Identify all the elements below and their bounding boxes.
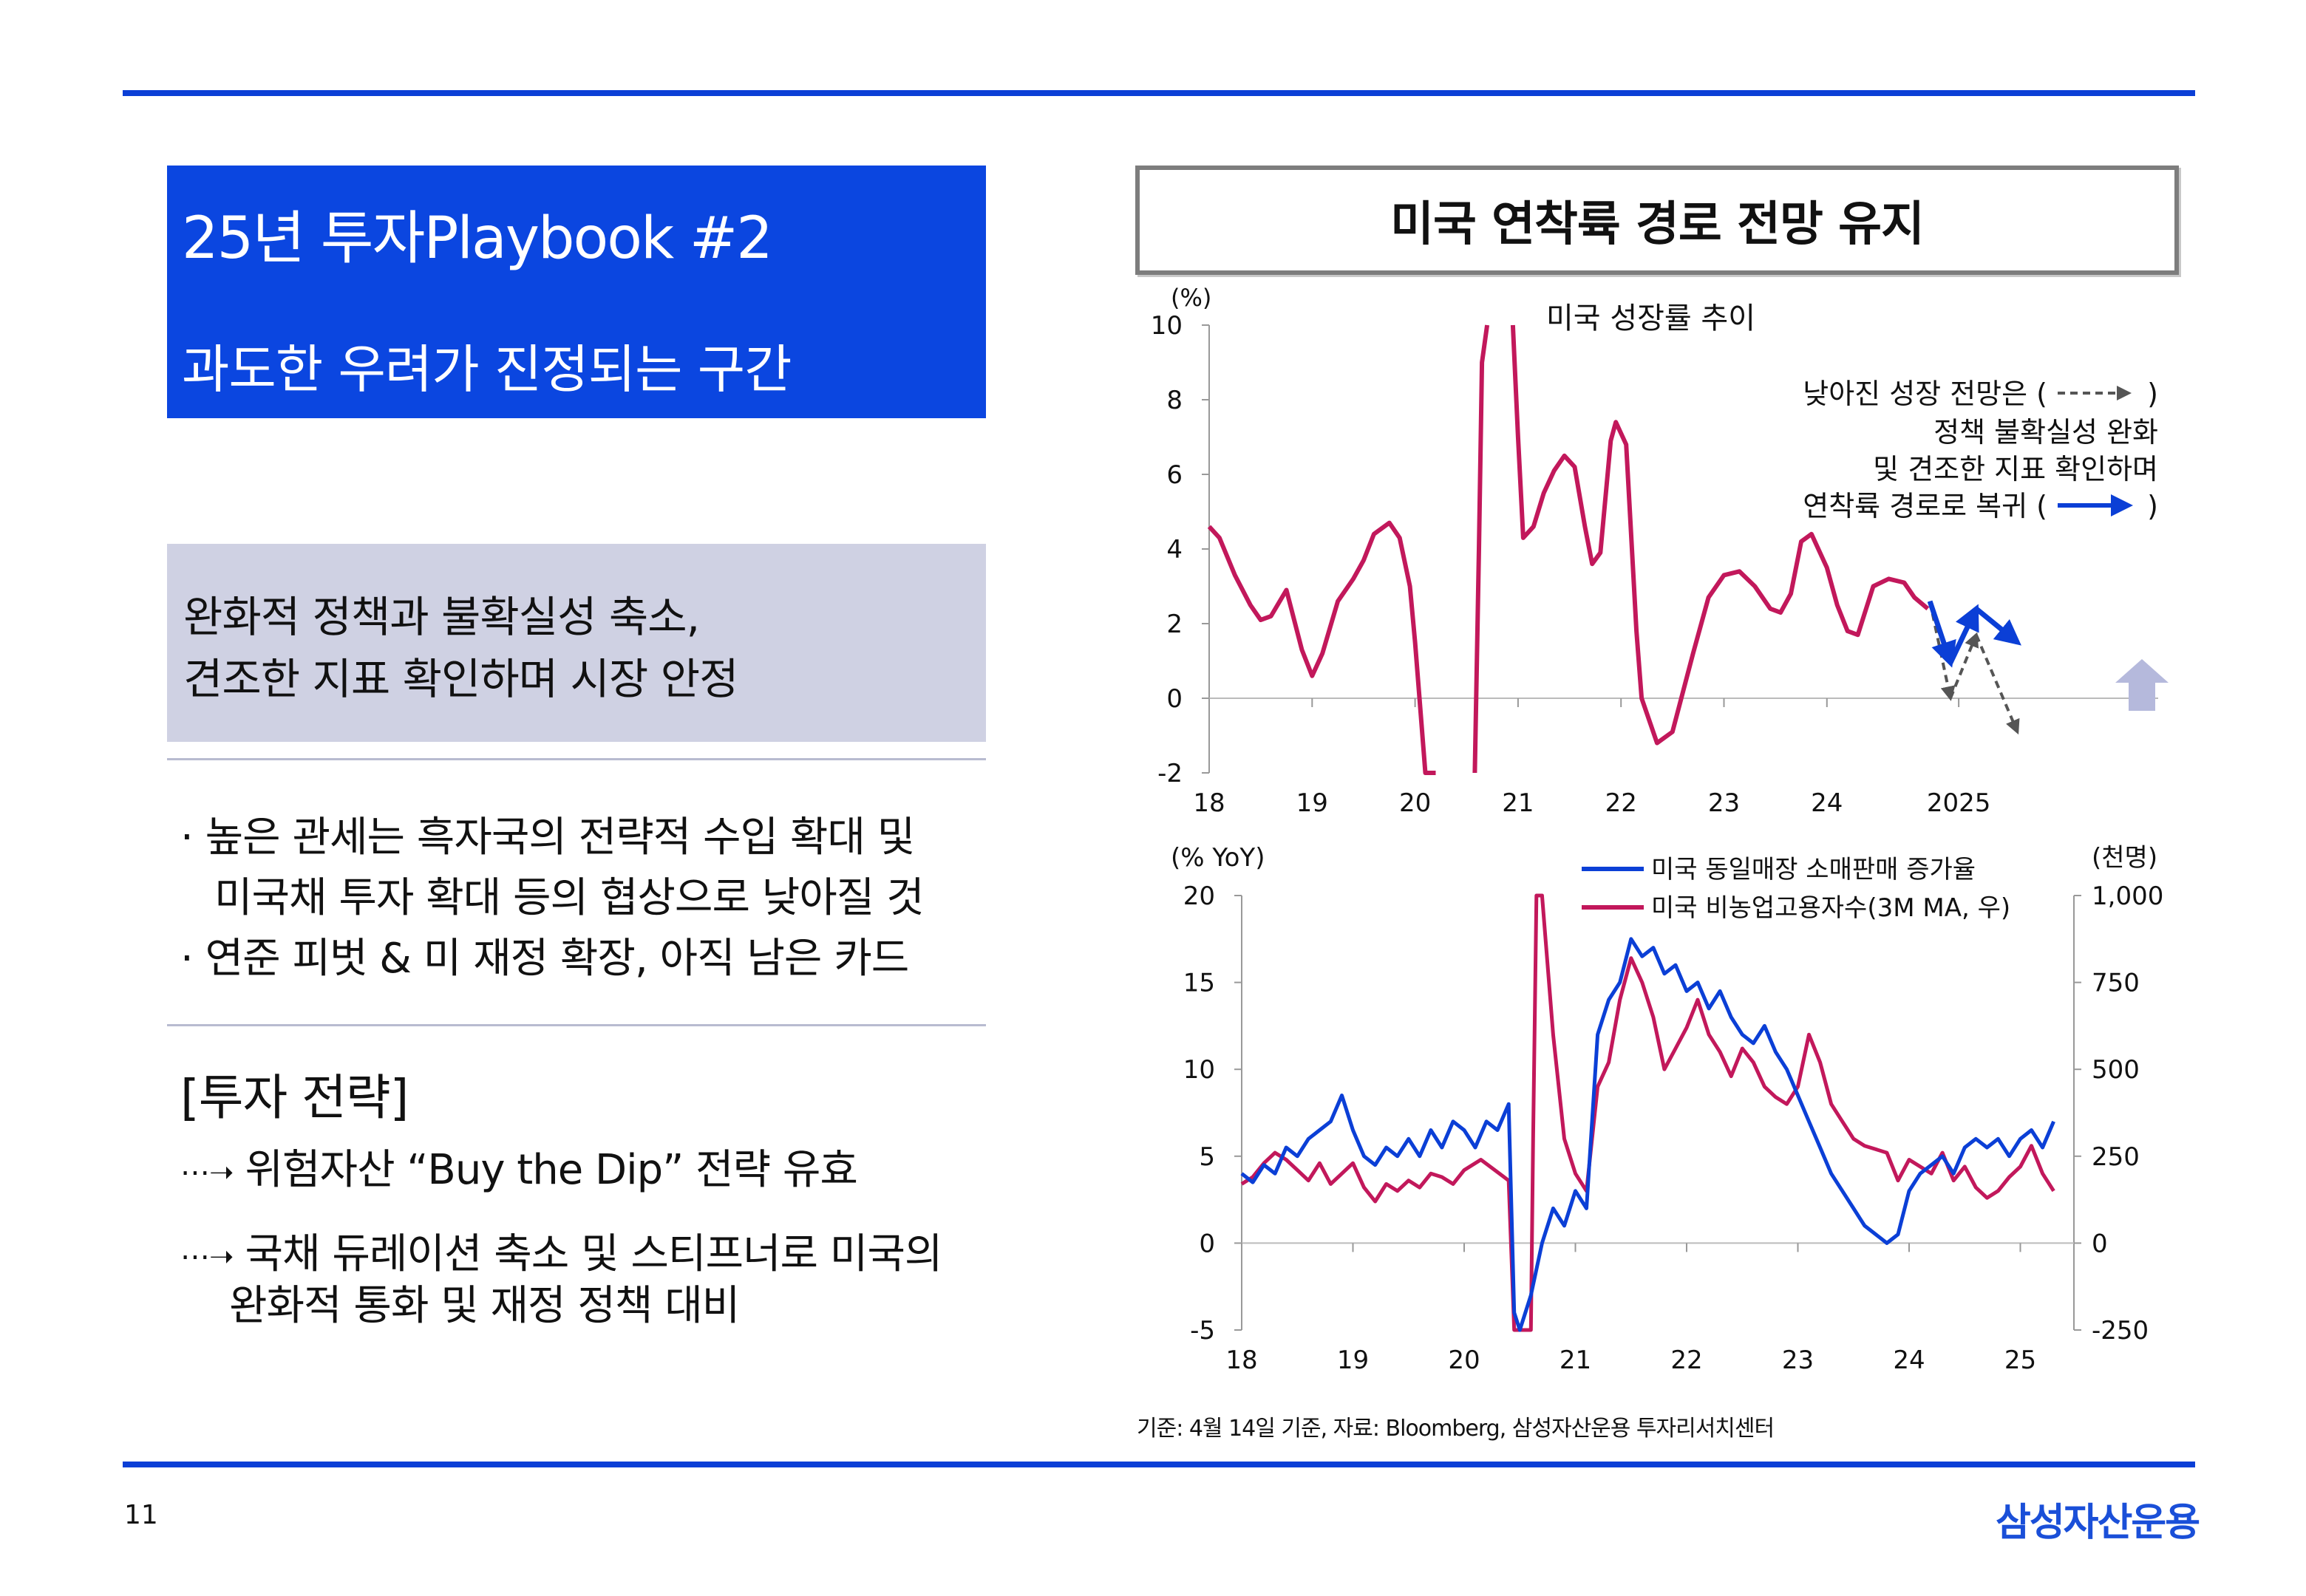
y-tick-label: 0: [1166, 684, 1183, 714]
strategy-item-continuation: 완화적 통화 및 재정 정책 대비: [229, 1282, 740, 1330]
bottom-rule: [123, 1462, 2195, 1467]
legend-label-retail: 미국 동일매장 소매판매 증가율: [1651, 855, 1976, 884]
strategy-item: ⋯➝ 국채 듀레이션 축소 및 스티프너로 미국의: [180, 1230, 942, 1278]
strategy-item: ⋯➝ 위험자산 “Buy the Dip” 전략 유효: [180, 1146, 858, 1194]
forecast-dashed-arrow: [1949, 632, 1979, 699]
x-tick-label: 20: [1448, 1346, 1480, 1375]
x-tick-label: 2025: [1927, 788, 1991, 818]
growth-series-line: [1207, 520, 1436, 775]
y-tick-label: -2: [1157, 759, 1183, 788]
summary-line-2: 견조한 지표 확인하며 시장 안정: [183, 654, 738, 704]
x-tick-label: 22: [1670, 1346, 1702, 1375]
divider: [167, 758, 986, 760]
slide-title: 25년 투자Playbook #2: [182, 205, 773, 272]
annotation-close: ): [2147, 378, 2158, 410]
forecast-dashed-arrow: [1974, 634, 2020, 735]
y2-tick-label: -250: [2092, 1316, 2149, 1346]
y-tick-label: 20: [1183, 881, 1215, 911]
x-tick-label: 20: [1399, 788, 1431, 818]
payrolls-series-line: [1240, 893, 2055, 1332]
summary-line-1: 완화적 정책과 불확실성 축소,: [183, 592, 700, 642]
x-tick-label: 21: [1560, 1346, 1591, 1375]
annotation-line: 낮아진 성장 전망은 (: [1803, 378, 2047, 410]
y-tick-label: 6: [1166, 460, 1183, 490]
legend-label-payrolls: 미국 비농업고용자수(3M MA, 우): [1651, 893, 2010, 923]
top-rule: [123, 90, 2195, 96]
x-tick-label: 19: [1296, 788, 1328, 818]
forecast-solid-arrow: [1974, 607, 2021, 646]
forecast-solid-arrow: [1948, 604, 1979, 664]
y-tick-label: 4: [1166, 535, 1183, 565]
summary-box: 완화적 정책과 불확실성 축소, 견조한 지표 확인하며 시장 안정: [167, 544, 986, 742]
y-tick-label: -5: [1190, 1316, 1215, 1346]
x-tick-label: 22: [1605, 788, 1637, 818]
x-tick-label: 23: [1782, 1346, 1814, 1375]
forecast-solid-arrow: [1927, 600, 1956, 668]
x-tick-label: 19: [1337, 1346, 1369, 1375]
annotation-close: ): [2147, 490, 2158, 522]
x-tick-label: 23: [1708, 788, 1740, 818]
slide-subtitle: 과도한 우려가 진정되는 구간: [182, 339, 792, 400]
dotted-arrow-icon: ⋯➝: [180, 1239, 234, 1274]
x-tick-label: 24: [1893, 1346, 1925, 1375]
title-box: 25년 투자Playbook #2 과도한 우려가 진정되는 구간: [167, 166, 986, 418]
footnote: 기준: 4월 14일 기준, 자료: Bloomberg, 삼성자산운용 투자리…: [1137, 1416, 1775, 1442]
y2-tick-label: 500: [2092, 1055, 2140, 1085]
y-tick-label: 5: [1199, 1142, 1215, 1172]
growth-series-line: [1472, 324, 1490, 774]
chart-inner-title: 미국 성장률 추이: [1546, 301, 1755, 335]
annotation-line: 및 견조한 지표 확인하며: [1873, 453, 2158, 485]
x-tick-label: 18: [1193, 788, 1225, 818]
x-tick-label: 21: [1502, 788, 1534, 818]
y-tick-label: 0: [1199, 1229, 1215, 1258]
company-logo: 삼성자산운용: [1996, 1501, 2200, 1545]
x-tick-label: 18: [1225, 1346, 1257, 1375]
y-tick-label: 10: [1183, 1055, 1215, 1085]
retail-sales-series-line: [1240, 937, 2055, 1332]
growth-series-line: [1510, 324, 1930, 746]
bullet-item: · 높은 관세는 흑자국의 전략적 수입 확대 및: [180, 814, 915, 862]
chart-box-title: 미국 연착륙 경로 전망 유지: [1135, 166, 2179, 275]
divider: [167, 1024, 986, 1026]
annotation-line: 연착륙 경로로 복귀 (: [1803, 490, 2047, 522]
x-tick-label: 24: [1811, 788, 1843, 818]
strategy-title: [투자 전략]: [180, 1069, 409, 1126]
y2-tick-label: 250: [2092, 1142, 2140, 1172]
y-tick-label: 8: [1166, 386, 1183, 415]
bullet-item: · 연준 피벗 & 미 재정 확장, 아직 남은 카드: [180, 935, 909, 983]
page-number: 11: [124, 1500, 158, 1530]
y2-tick-label: 750: [2092, 969, 2140, 998]
y2-tick-label: 1,000: [2092, 881, 2163, 911]
x-tick-label: 25: [2004, 1346, 2036, 1375]
bullet-item: 미국채 투자 확대 등의 협상으로 낮아질 것: [214, 874, 925, 922]
left-axis-label: (% YoY): [1171, 843, 1265, 873]
right-axis-label: (천명): [2092, 843, 2157, 873]
dotted-arrow-icon: ⋯➝: [180, 1155, 234, 1190]
up-arrow-icon: [2115, 659, 2169, 711]
annotation-line: 정책 불확실성 완화: [1933, 416, 2158, 449]
y-axis-label: (%): [1171, 284, 1211, 312]
y2-tick-label: 0: [2092, 1229, 2108, 1258]
y-tick-label: 10: [1151, 311, 1183, 341]
y-tick-label: 2: [1166, 610, 1183, 639]
y-tick-label: 15: [1183, 969, 1215, 998]
